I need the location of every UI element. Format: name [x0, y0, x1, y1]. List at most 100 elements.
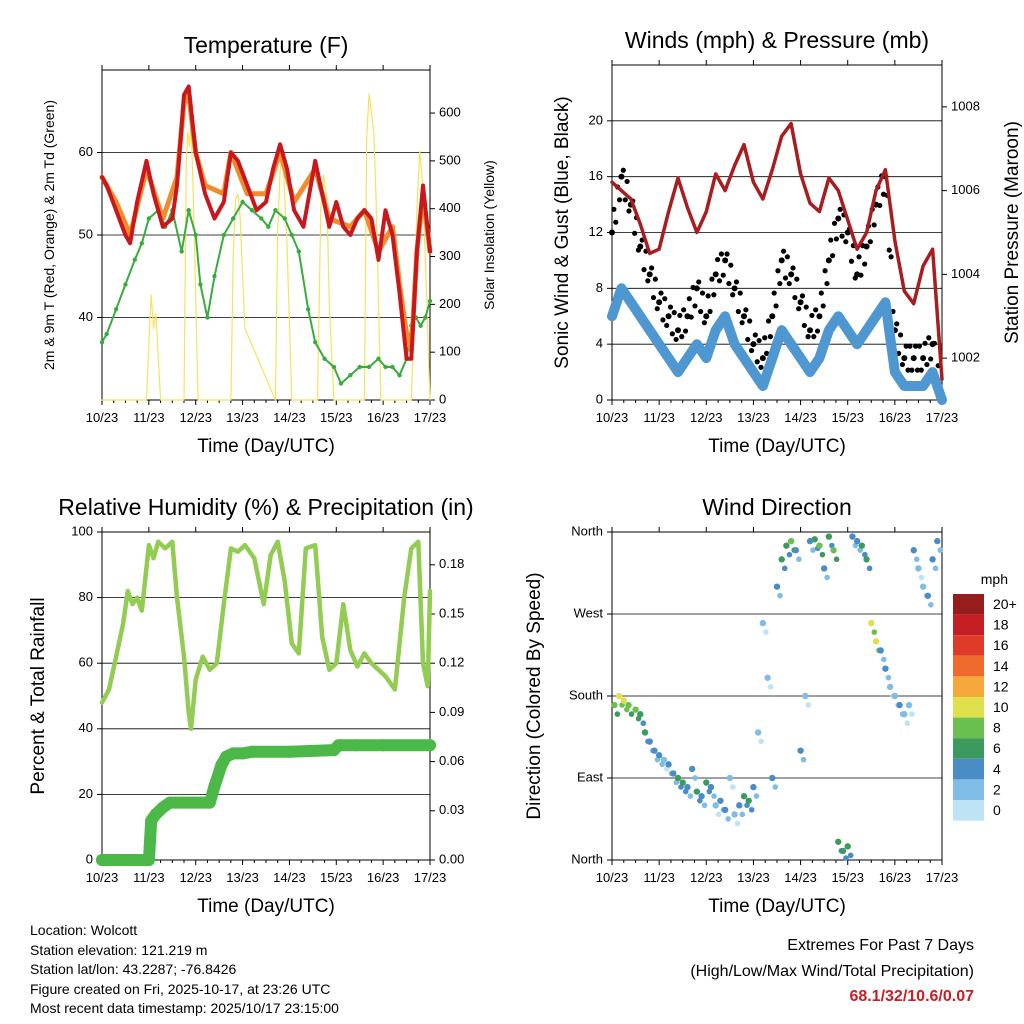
temperature-xtick-label: 14/23	[273, 410, 306, 425]
direction-point	[679, 779, 686, 786]
legend-label: 2	[993, 781, 1001, 797]
gust-point	[905, 367, 911, 373]
direction-ytick-label: West	[574, 605, 604, 620]
direction-point	[781, 565, 788, 572]
direction-point	[759, 619, 767, 627]
precipitation-point	[227, 747, 240, 760]
direction-xtick-label: 11/23	[643, 870, 675, 885]
humidity-xtick-label: 13/23	[226, 870, 259, 885]
precipitation-point	[424, 739, 436, 752]
gust-point	[665, 313, 672, 320]
gust-point	[837, 206, 843, 212]
direction-ytick-label: North	[571, 523, 603, 538]
direction-point	[918, 574, 925, 581]
direction-point	[910, 547, 917, 554]
gust-point	[813, 307, 819, 313]
winds-xtick-label: 11/23	[643, 410, 675, 425]
gust-point	[637, 243, 644, 250]
direction-point	[745, 797, 752, 804]
gust-point	[867, 239, 873, 245]
gust-point	[673, 336, 679, 343]
direction-point	[913, 556, 920, 563]
gust-point	[726, 280, 732, 287]
direction-point	[712, 802, 719, 809]
gust-point	[748, 347, 755, 354]
gust-point	[871, 222, 877, 228]
gust-point	[799, 293, 806, 299]
gust-point	[767, 334, 774, 340]
gust-point	[646, 271, 653, 278]
dewpoint-point	[104, 331, 109, 337]
direction-ytick-label: North	[571, 851, 603, 866]
gust-point	[620, 167, 626, 173]
direction-point	[909, 711, 915, 717]
legend-label: 0	[993, 802, 1001, 818]
gust-point	[830, 253, 836, 259]
winds-ytick-label: 20	[589, 112, 603, 127]
direction-point	[701, 802, 708, 809]
gust-point	[843, 239, 849, 245]
gust-point	[649, 265, 655, 271]
dewpoint-point	[249, 208, 255, 213]
gust-point	[758, 364, 764, 370]
gust-point	[790, 265, 796, 271]
direction-point	[651, 747, 658, 754]
winds-xtick-label: 10/23	[596, 410, 629, 425]
gust-point	[825, 257, 832, 264]
temperature-y2tick-label: 500	[439, 152, 461, 167]
direction-point	[847, 852, 854, 859]
gust-point	[924, 361, 930, 368]
gust-point	[711, 292, 717, 298]
gust-point	[897, 332, 904, 338]
direction-point	[816, 542, 823, 549]
legend-swatch	[953, 676, 984, 697]
gust-point	[801, 322, 807, 329]
gust-point	[775, 268, 781, 274]
temperature-xtick-label: 10/23	[86, 410, 119, 425]
gust-point	[862, 261, 868, 267]
gust-point	[803, 304, 809, 310]
legend-label: 18	[993, 617, 1009, 633]
direction-point	[915, 565, 922, 572]
direction-point	[763, 629, 769, 635]
gust-point	[654, 306, 660, 312]
dewpoint-point	[423, 315, 428, 320]
direction-xtick-label: 16/23	[879, 870, 912, 885]
direction-point	[717, 797, 724, 804]
direction-point	[703, 779, 710, 786]
direction-xtick-label: 13/23	[737, 870, 770, 885]
gust-point	[818, 290, 824, 296]
temperature-y2tick-label: 200	[439, 296, 461, 311]
gust-point	[731, 285, 738, 292]
direction-point	[640, 720, 647, 727]
gust-point	[718, 251, 724, 257]
gust-point	[739, 320, 745, 326]
direction-xlabel: Time (Day/UTC)	[708, 896, 846, 917]
direction-point	[726, 774, 734, 782]
dewpoint-point	[289, 232, 294, 238]
precipitation-point	[175, 796, 188, 809]
direction-point	[628, 711, 635, 717]
temperature-ytick-label: 50	[79, 226, 93, 241]
direction-point	[811, 536, 818, 543]
winds-xtick-label: 13/23	[737, 410, 770, 425]
direction-point	[778, 556, 785, 563]
gust-point	[728, 262, 734, 268]
dewpoint-point	[146, 216, 152, 221]
direction-point	[825, 533, 833, 540]
dewpoint-point	[179, 249, 184, 254]
legend-label: 14	[993, 658, 1009, 674]
direction-point	[880, 656, 887, 663]
humidity-ytick-label: 100	[71, 523, 93, 538]
gust-point	[788, 271, 795, 278]
gust-point	[816, 313, 823, 320]
direction-point	[829, 542, 835, 549]
gust-point	[839, 233, 845, 239]
direction-point	[805, 702, 812, 708]
direction-point	[868, 619, 875, 627]
direction-point	[901, 711, 908, 718]
temperature-xtick-label: 16/23	[367, 410, 400, 425]
legend-label: 6	[993, 740, 1001, 756]
legend-swatch	[953, 738, 984, 759]
gust-point	[716, 278, 723, 284]
